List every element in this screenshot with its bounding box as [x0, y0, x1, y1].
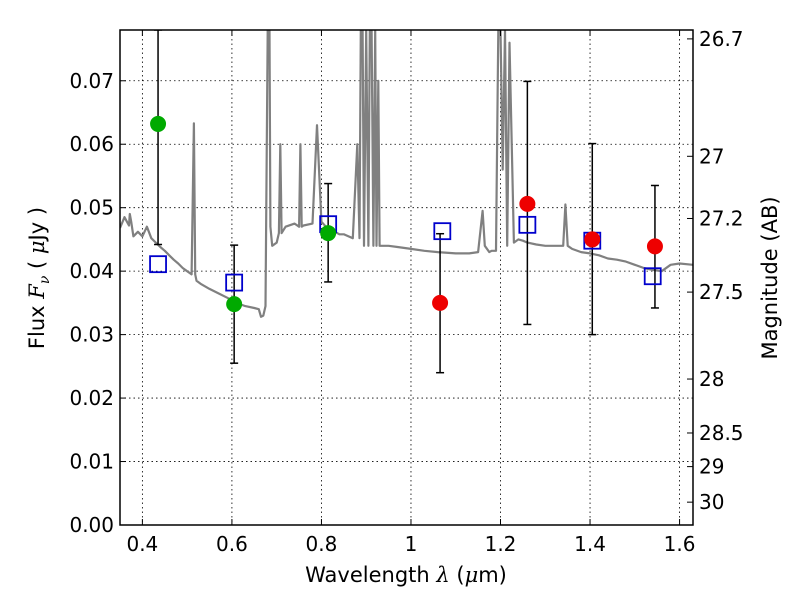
- observed-point-green: [226, 296, 243, 313]
- plot-frame: [119, 29, 694, 526]
- tick-labels: 0.4 0.6 0.8 1 1.2 1.4 1.6 0.00 0.01 0.02 0.03 0.04 0…: [69, 27, 743, 556]
- observed-point-red: [646, 238, 663, 255]
- y-tick-label: 0.04: [69, 259, 114, 283]
- y2-tick-label: 27: [699, 144, 724, 168]
- y2-tick-label: 30: [699, 490, 724, 514]
- x-tick-label: 0.4: [126, 532, 158, 556]
- axis-ticks: [120, 30, 693, 526]
- y2-tick-label: 27.5: [699, 280, 744, 304]
- observed-point-red: [584, 231, 601, 248]
- observed-point-green: [320, 225, 337, 242]
- y-tick-label: 0.07: [69, 69, 114, 93]
- x-tick-label: 1: [405, 532, 418, 556]
- y2-tick-label: 29: [699, 455, 724, 479]
- model-point-square: [433, 222, 452, 241]
- y-axis-title: Flux Fν ( μJy ): [25, 207, 53, 349]
- x-axis-title: Wavelength λ (μm): [305, 563, 507, 587]
- y-tick-label: 0.02: [69, 386, 114, 410]
- data-points-layer: [149, 115, 663, 313]
- y2-tick-label: 27.2: [699, 206, 744, 230]
- model-point-square: [149, 255, 167, 274]
- model-point-square: [225, 273, 244, 292]
- x-tick-label: 1.4: [574, 532, 606, 556]
- observed-point-green: [150, 115, 167, 132]
- y-tick-label: 0.05: [69, 196, 114, 220]
- y2-axis-title: Magnitude (AB): [758, 196, 782, 359]
- model-spectrum-layer: [120, 30, 693, 318]
- y2-tick-label: 28: [699, 367, 724, 391]
- model-point-square: [643, 267, 662, 286]
- x-tick-label: 1.6: [664, 532, 696, 556]
- y-tick-label: 0.00: [69, 513, 114, 537]
- y2-tick-label: 28.5: [699, 421, 744, 445]
- observed-point-red: [432, 294, 449, 311]
- error-bars-layer: [154, 30, 659, 374]
- x-tick-label: 1.2: [485, 532, 517, 556]
- model-point-square: [518, 215, 537, 234]
- x-tick-label: 0.8: [306, 532, 338, 556]
- observed-point-red: [519, 195, 536, 212]
- grid-lines: [120, 30, 693, 526]
- x-tick-label: 0.6: [216, 532, 248, 556]
- y-tick-label: 0.03: [69, 323, 114, 347]
- y-tick-label: 0.06: [69, 132, 114, 156]
- y2-tick-label: 26.7: [699, 27, 744, 51]
- y-tick-label: 0.01: [69, 450, 114, 474]
- model-spectrum-line: [120, 30, 693, 318]
